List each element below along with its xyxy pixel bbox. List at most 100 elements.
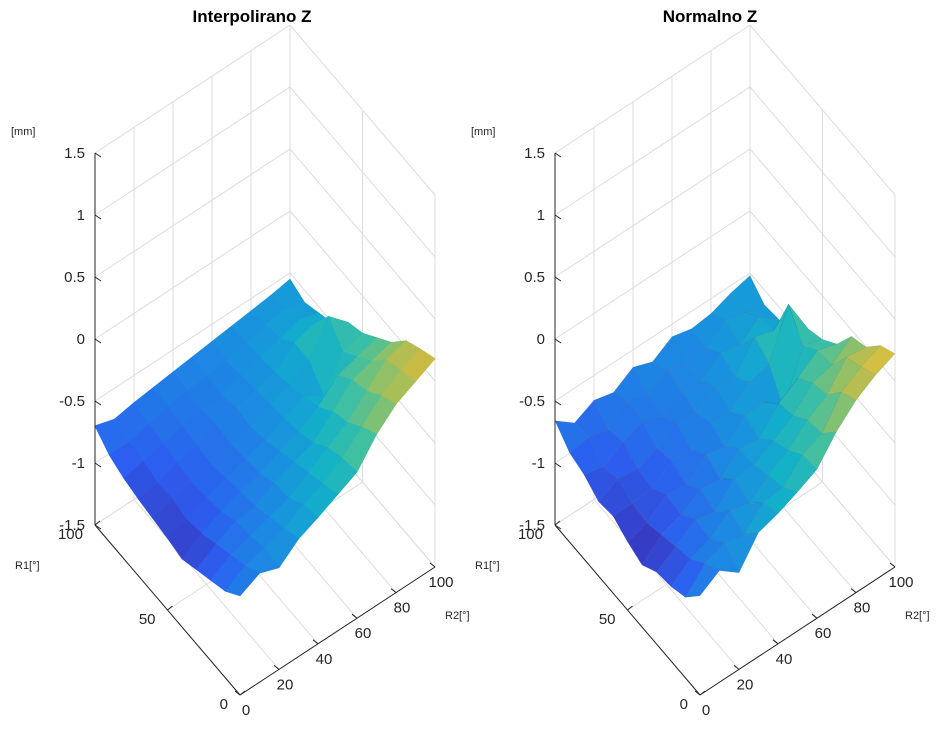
- axes: 1.5 1 0.5 0 -0.5 -1 -1.5 [mm] 0 50 100 R1[°] 0 20 40 60…: [11, 126, 470, 719]
- y-tick: [554, 520, 561, 526]
- z-tick: [554, 214, 562, 220]
- z-tick-label: 0: [77, 331, 85, 348]
- x-tick: [429, 562, 436, 568]
- x-axis-label: R2[°]: [905, 610, 930, 622]
- grid-line: [289, 24, 436, 196]
- x-tick-label: 60: [355, 625, 372, 642]
- grid-line: [749, 86, 896, 258]
- z-tick-label: -1: [532, 455, 545, 472]
- y-axis-label: R1[°]: [475, 560, 500, 572]
- z-tick: [94, 338, 102, 344]
- x-tick: [811, 613, 818, 619]
- axes: 1.5 1 0.5 0 -0.5 -1 -1.5 [mm] 0 50 100 R1[°] 0 20 40 60…: [471, 126, 930, 719]
- y-tick: [167, 605, 173, 611]
- grid-line: [94, 272, 291, 402]
- x-tick: [889, 562, 896, 568]
- surface-patch: [224, 565, 261, 597]
- z-tick-label: -0.5: [59, 393, 85, 410]
- grid-line: [94, 86, 291, 216]
- y-tick-label: 50: [599, 611, 616, 628]
- surface-patch: [782, 454, 818, 493]
- surface-patch: [831, 335, 867, 366]
- surface-patch: [797, 350, 833, 384]
- z-tick: [94, 152, 102, 158]
- x-axis-line: [699, 566, 896, 696]
- surface-patch: [627, 522, 662, 566]
- z-tick: [554, 152, 562, 158]
- z-tick: [554, 276, 562, 282]
- x-tick-label: 0: [702, 702, 710, 719]
- surface-patch: [734, 336, 770, 383]
- surface-patch: [719, 448, 755, 480]
- grid-line: [289, 86, 436, 258]
- x-tick-label: 60: [815, 625, 832, 642]
- grid-line: [94, 24, 291, 154]
- y-tick: [627, 605, 633, 611]
- grid-line: [554, 272, 751, 402]
- surface-patch: [685, 454, 721, 490]
- x-tick-label: 0: [242, 702, 250, 719]
- z-tick-label: -0.5: [519, 393, 545, 410]
- z-tick: [94, 400, 102, 406]
- x-tick-label: 100: [428, 574, 453, 591]
- grid-line: [554, 86, 751, 216]
- chart-title: Interpolirano Z: [193, 7, 312, 26]
- z-tick-label: 0.5: [524, 269, 545, 286]
- x-tick: [273, 665, 280, 670]
- x-tick: [312, 639, 319, 645]
- z-tick-label: 1.5: [64, 145, 85, 162]
- surface-patch: [670, 558, 706, 598]
- z-tick-label: 1.5: [524, 145, 545, 162]
- x-axis-label: R2[°]: [445, 610, 470, 622]
- z-tick-label: 1: [537, 207, 545, 224]
- z-tick: [94, 462, 102, 468]
- z-axis-label: [mm]: [471, 126, 495, 138]
- x-tick-label: 80: [854, 600, 871, 617]
- y-tick: [699, 690, 706, 696]
- surface-patch: [704, 542, 740, 573]
- x-tick: [772, 639, 779, 645]
- y-tick-label: 100: [58, 526, 83, 543]
- z-tick-label: -1.5: [59, 517, 85, 534]
- y-tick-label: 0: [680, 696, 688, 713]
- y-tick-label: 100: [518, 526, 543, 543]
- grid-line: [94, 148, 291, 278]
- chart-panel-interpolated: Interpolirano Z 1.5 1 0.5 0 -0.5 -1 -1.5 [mm] 0 5…: [11, 7, 470, 719]
- y-tick: [239, 690, 246, 696]
- x-axis-line: [239, 566, 436, 696]
- z-tick-label: 0.5: [64, 269, 85, 286]
- surface-patch: [612, 502, 648, 543]
- z-tick-label: 1: [77, 207, 85, 224]
- y-tick: [94, 520, 101, 526]
- chart-panel-normal: Normalno Z 1.5 1 0.5 0 -0.5 -1 -1.5 [mm] 0 50 100 R…: [471, 7, 930, 719]
- z-tick: [554, 462, 562, 468]
- y-tick-label: 50: [139, 611, 156, 628]
- z-tick: [94, 214, 102, 220]
- surface-patch: [792, 382, 828, 421]
- chart-title: Normalno Z: [663, 7, 757, 26]
- z-axis-label: [mm]: [11, 126, 35, 138]
- x-tick: [850, 588, 857, 593]
- z-tick-label: -1.5: [519, 517, 545, 534]
- z-tick-label: -1: [72, 455, 85, 472]
- x-tick-label: 40: [316, 651, 333, 668]
- x-tick: [694, 690, 701, 696]
- surface: [554, 275, 896, 598]
- surface-patch: [685, 563, 720, 598]
- x-tick: [234, 690, 241, 696]
- grid-line: [289, 148, 436, 320]
- grid-line: [749, 148, 896, 320]
- grid-line: [554, 148, 751, 278]
- x-tick: [351, 613, 358, 619]
- z-tick: [94, 276, 102, 282]
- surface-patch: [641, 534, 677, 573]
- z-tick: [554, 524, 562, 530]
- surface-patch: [787, 419, 823, 456]
- z-tick: [554, 400, 562, 406]
- grid-line: [749, 24, 896, 196]
- x-tick-label: 40: [776, 651, 793, 668]
- x-tick-label: 20: [737, 676, 754, 693]
- x-tick: [733, 665, 740, 670]
- grid-line: [94, 210, 291, 340]
